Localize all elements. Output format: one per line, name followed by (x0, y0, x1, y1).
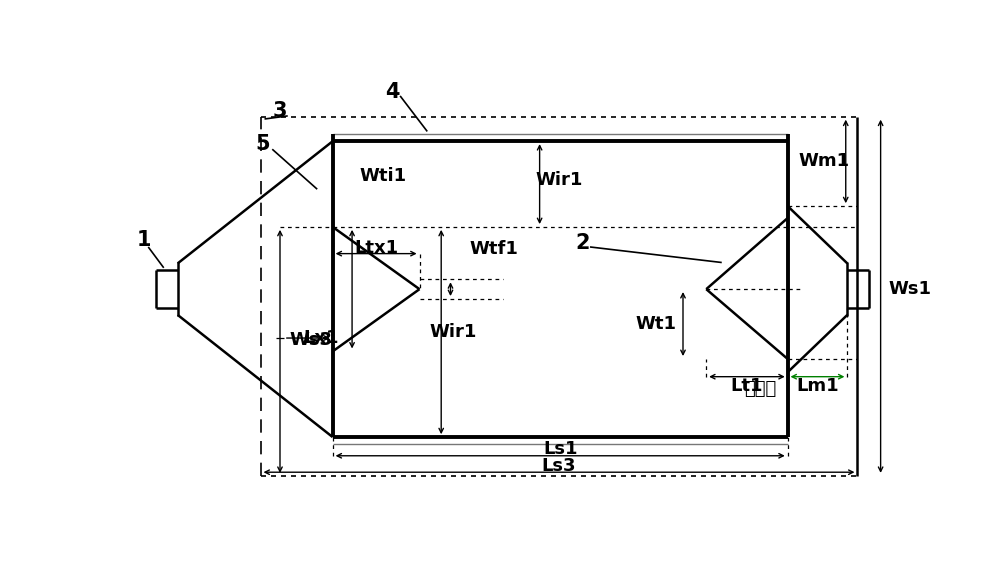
Text: 5: 5 (256, 134, 270, 154)
Text: 支路一: 支路一 (744, 380, 777, 398)
Text: 4: 4 (385, 83, 400, 102)
Text: Ls1: Ls1 (543, 440, 577, 458)
Text: 3: 3 (273, 102, 287, 121)
Text: 1: 1 (137, 230, 152, 250)
Text: Ls3: Ls3 (542, 457, 576, 475)
Text: 2: 2 (575, 233, 590, 253)
Text: Wtf1: Wtf1 (470, 240, 519, 258)
Text: Lt1: Lt1 (731, 377, 763, 395)
Text: Lm1: Lm1 (796, 377, 839, 395)
Text: Lx1: Lx1 (303, 329, 339, 347)
Text: Wti1: Wti1 (360, 167, 407, 185)
Text: Wir1: Wir1 (535, 171, 583, 189)
Text: Ws3: Ws3 (290, 331, 332, 349)
Text: Ws1: Ws1 (888, 280, 931, 298)
Text: Ltx1: Ltx1 (354, 239, 398, 257)
Text: Wir1: Wir1 (429, 323, 477, 341)
Text: Wm1: Wm1 (798, 152, 850, 170)
Text: Wt1: Wt1 (635, 315, 676, 333)
